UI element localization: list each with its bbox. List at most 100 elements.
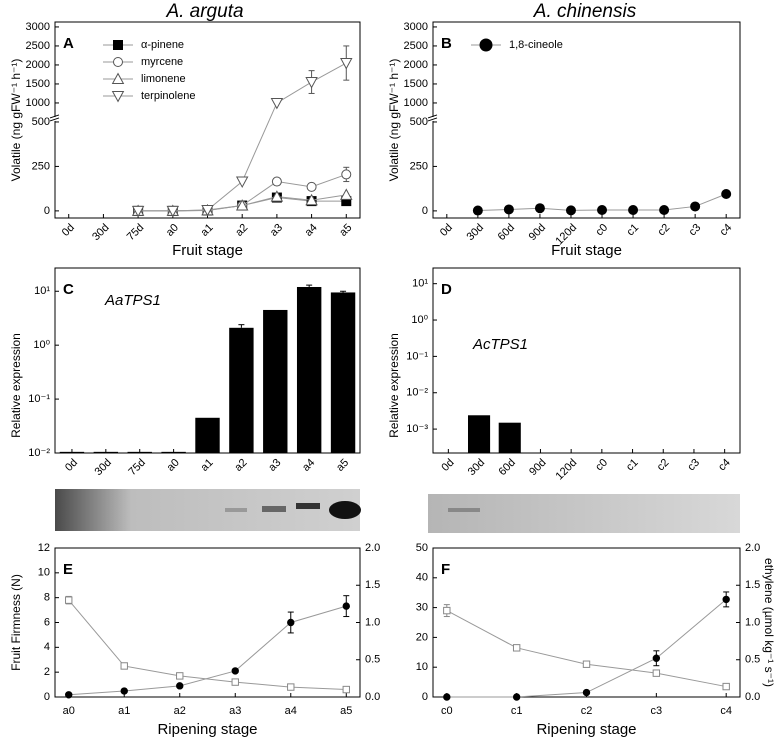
y-tick-label: 4 bbox=[44, 641, 50, 653]
bar bbox=[330, 292, 356, 453]
marker bbox=[342, 685, 350, 694]
x-tick-label: 75d bbox=[125, 222, 146, 243]
marker bbox=[443, 693, 451, 701]
x-tick-label: a4 bbox=[303, 222, 320, 239]
marker bbox=[512, 693, 521, 701]
marker bbox=[479, 38, 493, 52]
x-tick-label: c4 bbox=[716, 457, 733, 474]
y-tick-label: 2000 bbox=[26, 59, 50, 71]
y2-tick-label: 0.5 bbox=[745, 654, 760, 666]
y-tick-label: 0 bbox=[422, 205, 428, 217]
series-line bbox=[446, 610, 727, 688]
y2-tick-label: 0.0 bbox=[745, 691, 760, 703]
y-axis-label: Relative expression bbox=[387, 333, 401, 438]
x-tick-label: 60d bbox=[496, 457, 517, 478]
x-tick-label: a4 bbox=[285, 705, 297, 717]
x-tick-label: c2 bbox=[656, 222, 673, 239]
y-tick-label: 8 bbox=[44, 592, 50, 604]
x-axis-label: Fruit stage bbox=[551, 242, 622, 259]
y-tick-label: 2 bbox=[44, 666, 50, 678]
marker bbox=[652, 654, 661, 662]
x-tick-label: a1 bbox=[199, 222, 216, 239]
x-tick-label: a2 bbox=[174, 705, 186, 717]
y-tick-label: 10¹ bbox=[34, 285, 50, 297]
panel-label: A bbox=[63, 35, 74, 52]
y-tick-label: 3000 bbox=[26, 21, 50, 33]
y-tick-label: 10⁻¹ bbox=[406, 350, 428, 362]
bar bbox=[195, 417, 220, 453]
x-tick-label: a2 bbox=[233, 222, 250, 239]
x-tick-label: c4 bbox=[720, 705, 732, 717]
series-line bbox=[446, 599, 727, 698]
axis-break bbox=[427, 114, 438, 119]
bar bbox=[127, 451, 152, 453]
panel-label: F bbox=[441, 561, 450, 578]
axis-break bbox=[49, 117, 60, 122]
x-tick-label: 75d bbox=[126, 457, 147, 478]
column-title: A. arguta bbox=[165, 1, 243, 22]
x-tick-label: c0 bbox=[593, 457, 610, 474]
y-tick-label: 40 bbox=[416, 572, 428, 584]
x-tick-label: a0 bbox=[164, 222, 181, 239]
y-tick-label: 250 bbox=[410, 160, 428, 172]
x-tick-label: a1 bbox=[199, 457, 216, 474]
x-tick-label: 60d bbox=[496, 222, 517, 243]
gel-image bbox=[55, 489, 740, 533]
y-tick-label: 0 bbox=[44, 205, 50, 217]
y-tick-label: 10 bbox=[38, 567, 50, 579]
marker bbox=[111, 72, 125, 84]
marker bbox=[341, 169, 352, 180]
x-tick-label: a3 bbox=[268, 222, 285, 239]
y2-tick-label: 1.0 bbox=[745, 616, 760, 628]
marker bbox=[472, 205, 483, 216]
y-tick-label: 1000 bbox=[26, 97, 50, 109]
bar bbox=[229, 327, 254, 453]
bar bbox=[59, 451, 85, 453]
x-tick-label: 0d bbox=[60, 222, 77, 239]
x-tick-label: a5 bbox=[340, 705, 352, 717]
marker bbox=[235, 199, 249, 211]
marker bbox=[659, 204, 670, 215]
marker bbox=[534, 203, 545, 214]
x-tick-label: c0 bbox=[441, 705, 453, 717]
marker bbox=[131, 205, 145, 218]
x-tick-label: a3 bbox=[229, 705, 241, 717]
x-tick-label: a4 bbox=[300, 457, 317, 474]
y-tick-label: 10⁻² bbox=[406, 387, 428, 399]
marker bbox=[340, 58, 353, 70]
marker bbox=[120, 687, 128, 695]
y-tick-label: 50 bbox=[416, 542, 428, 554]
x-axis-label: Ripening stage bbox=[536, 721, 636, 738]
y2-axis-label: ethylene (µmol kg⁻¹ s⁻¹) bbox=[762, 558, 776, 687]
y-tick-label: 0 bbox=[422, 691, 428, 703]
bar bbox=[161, 451, 186, 453]
y2-tick-label: 2.0 bbox=[745, 542, 760, 554]
x-tick-label: a5 bbox=[337, 222, 354, 239]
legend-label: terpinolene bbox=[141, 90, 195, 102]
marker bbox=[120, 662, 128, 670]
annotation: AcTPS1 bbox=[472, 336, 528, 353]
x-axis-label: Ripening stage bbox=[157, 721, 257, 738]
y-axis-label: Relative expression bbox=[9, 333, 23, 438]
y2-tick-label: 1.5 bbox=[365, 579, 380, 591]
marker bbox=[582, 660, 591, 668]
y-axis-label: Fruit Firmness (N) bbox=[9, 574, 23, 671]
y-tick-label: 10⁻² bbox=[28, 447, 50, 459]
marker bbox=[690, 201, 701, 212]
x-tick-label: c3 bbox=[651, 705, 663, 717]
x-tick-label: 30d bbox=[466, 457, 487, 478]
bar bbox=[467, 415, 491, 453]
y-tick-label: 500 bbox=[32, 116, 50, 128]
y-tick-label: 20 bbox=[416, 631, 428, 643]
y-tick-label: 30 bbox=[416, 602, 428, 614]
marker bbox=[176, 682, 184, 690]
x-tick-label: 120d bbox=[554, 457, 580, 483]
x-tick-label: a0 bbox=[63, 705, 75, 717]
marker bbox=[201, 204, 214, 217]
marker bbox=[270, 97, 284, 110]
x-tick-label: 30d bbox=[93, 457, 114, 478]
marker bbox=[597, 204, 608, 215]
x-tick-label: 90d bbox=[527, 222, 548, 243]
x-tick-label: 0d bbox=[63, 457, 80, 474]
x-tick-label: c4 bbox=[718, 222, 735, 239]
